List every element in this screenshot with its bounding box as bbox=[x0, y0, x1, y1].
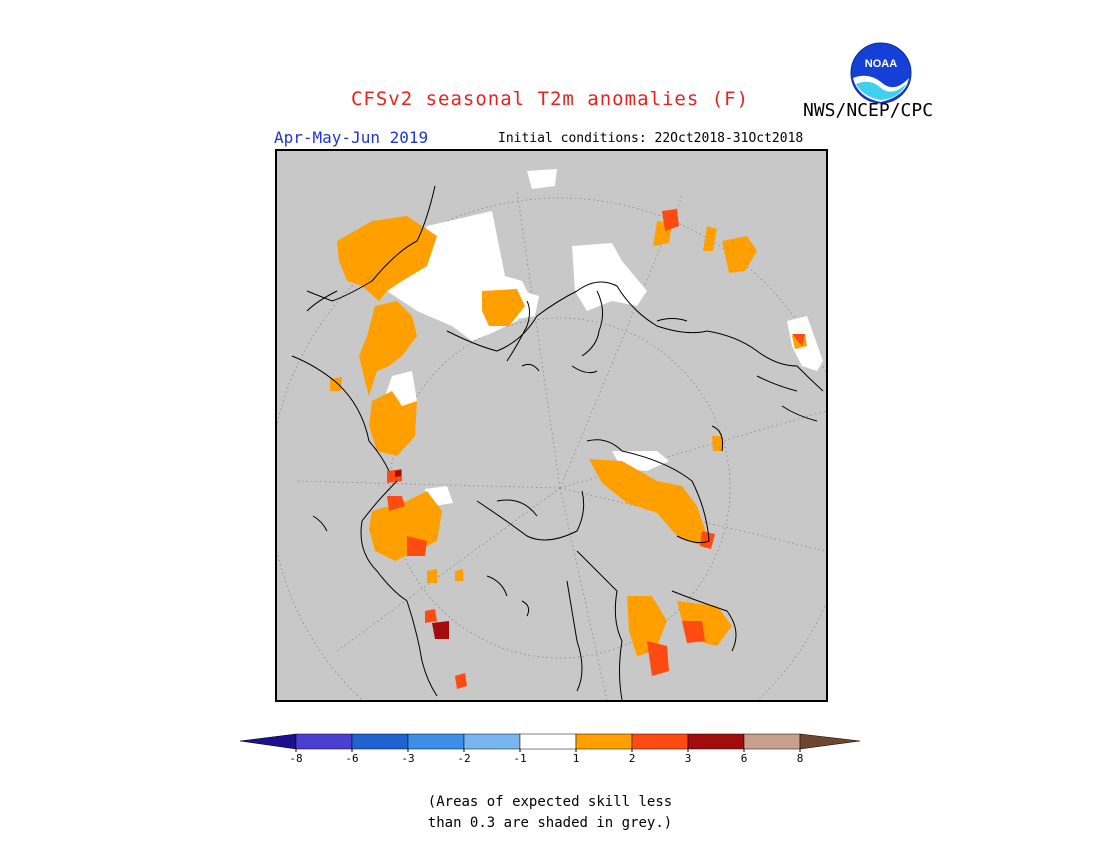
noaa-logo-text: NOAA bbox=[865, 58, 897, 70]
noaa-logo: NOAA bbox=[850, 42, 912, 104]
organization-label: NWS/NCEP/CPC bbox=[803, 100, 934, 121]
legend-tick-label: -3 bbox=[401, 752, 414, 763]
footnote-line-2: than 0.3 are shaded in grey.) bbox=[427, 815, 673, 831]
legend-tick-label: -8 bbox=[289, 752, 302, 763]
legend-swatch bbox=[295, 733, 353, 750]
latitude-circle bbox=[389, 317, 731, 659]
legend-tick-label: 3 bbox=[685, 752, 692, 763]
legend-swatch bbox=[407, 733, 465, 750]
color-legend: -8 -6 -3 -2 -1 1 2 3 6 8 bbox=[240, 733, 860, 763]
polar-map bbox=[275, 149, 828, 702]
legend-swatch-gt-8 bbox=[799, 733, 860, 750]
legend-tick-label: -2 bbox=[457, 752, 470, 763]
warm-anomaly-2-3-areas bbox=[387, 209, 805, 689]
near-normal-areas bbox=[375, 169, 823, 507]
legend-swatch-lt-neg8 bbox=[240, 733, 297, 750]
footnote-line-1: (Areas of expected skill less bbox=[427, 794, 673, 810]
warm-anomaly-1-2-areas bbox=[330, 216, 807, 656]
legend-tick-label: 1 bbox=[573, 752, 580, 763]
legend-tick-label: 6 bbox=[741, 752, 748, 763]
initial-conditions-label: Initial conditions: 22Oct2018-31Oct2018 bbox=[498, 131, 804, 146]
legend-swatch bbox=[351, 733, 409, 750]
chart-title: CFSv2 seasonal T2m anomalies (F) bbox=[350, 88, 750, 110]
legend-swatch bbox=[519, 733, 577, 750]
legend-swatch bbox=[575, 733, 633, 750]
legend-swatch bbox=[463, 733, 521, 750]
coastlines bbox=[291, 185, 824, 700]
season-label: Apr-May-Jun 2019 bbox=[274, 128, 429, 147]
warm-anomaly-3-6-areas bbox=[395, 470, 449, 639]
polar-map-svg bbox=[277, 169, 826, 700]
legend-swatch bbox=[631, 733, 689, 750]
skill-footnote: (Areas of expected skill less than 0.3 a… bbox=[0, 792, 1100, 834]
legend-tick-label: -6 bbox=[345, 752, 358, 763]
legend-tick-label: -1 bbox=[513, 752, 526, 763]
legend-swatch bbox=[743, 733, 801, 750]
legend-tick-label: 8 bbox=[797, 752, 804, 763]
legend-tick-label: 2 bbox=[629, 752, 636, 763]
legend-swatch bbox=[687, 733, 745, 750]
